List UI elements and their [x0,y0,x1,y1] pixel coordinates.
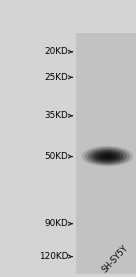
Text: SH-SY5Y: SH-SY5Y [101,243,130,274]
Ellipse shape [103,155,112,158]
Text: 120KD: 120KD [39,252,68,261]
Ellipse shape [85,147,130,165]
Bar [76,33,136,274]
Text: 50KD: 50KD [44,152,68,161]
Ellipse shape [101,154,114,159]
Text: 20KD: 20KD [44,47,68,56]
Ellipse shape [95,151,120,161]
Text: 90KD: 90KD [44,219,68,228]
Ellipse shape [88,148,127,164]
Ellipse shape [98,153,117,160]
Ellipse shape [91,150,123,163]
Text: 25KD: 25KD [44,73,68,82]
Ellipse shape [82,146,133,166]
Text: 35KD: 35KD [44,111,68,120]
